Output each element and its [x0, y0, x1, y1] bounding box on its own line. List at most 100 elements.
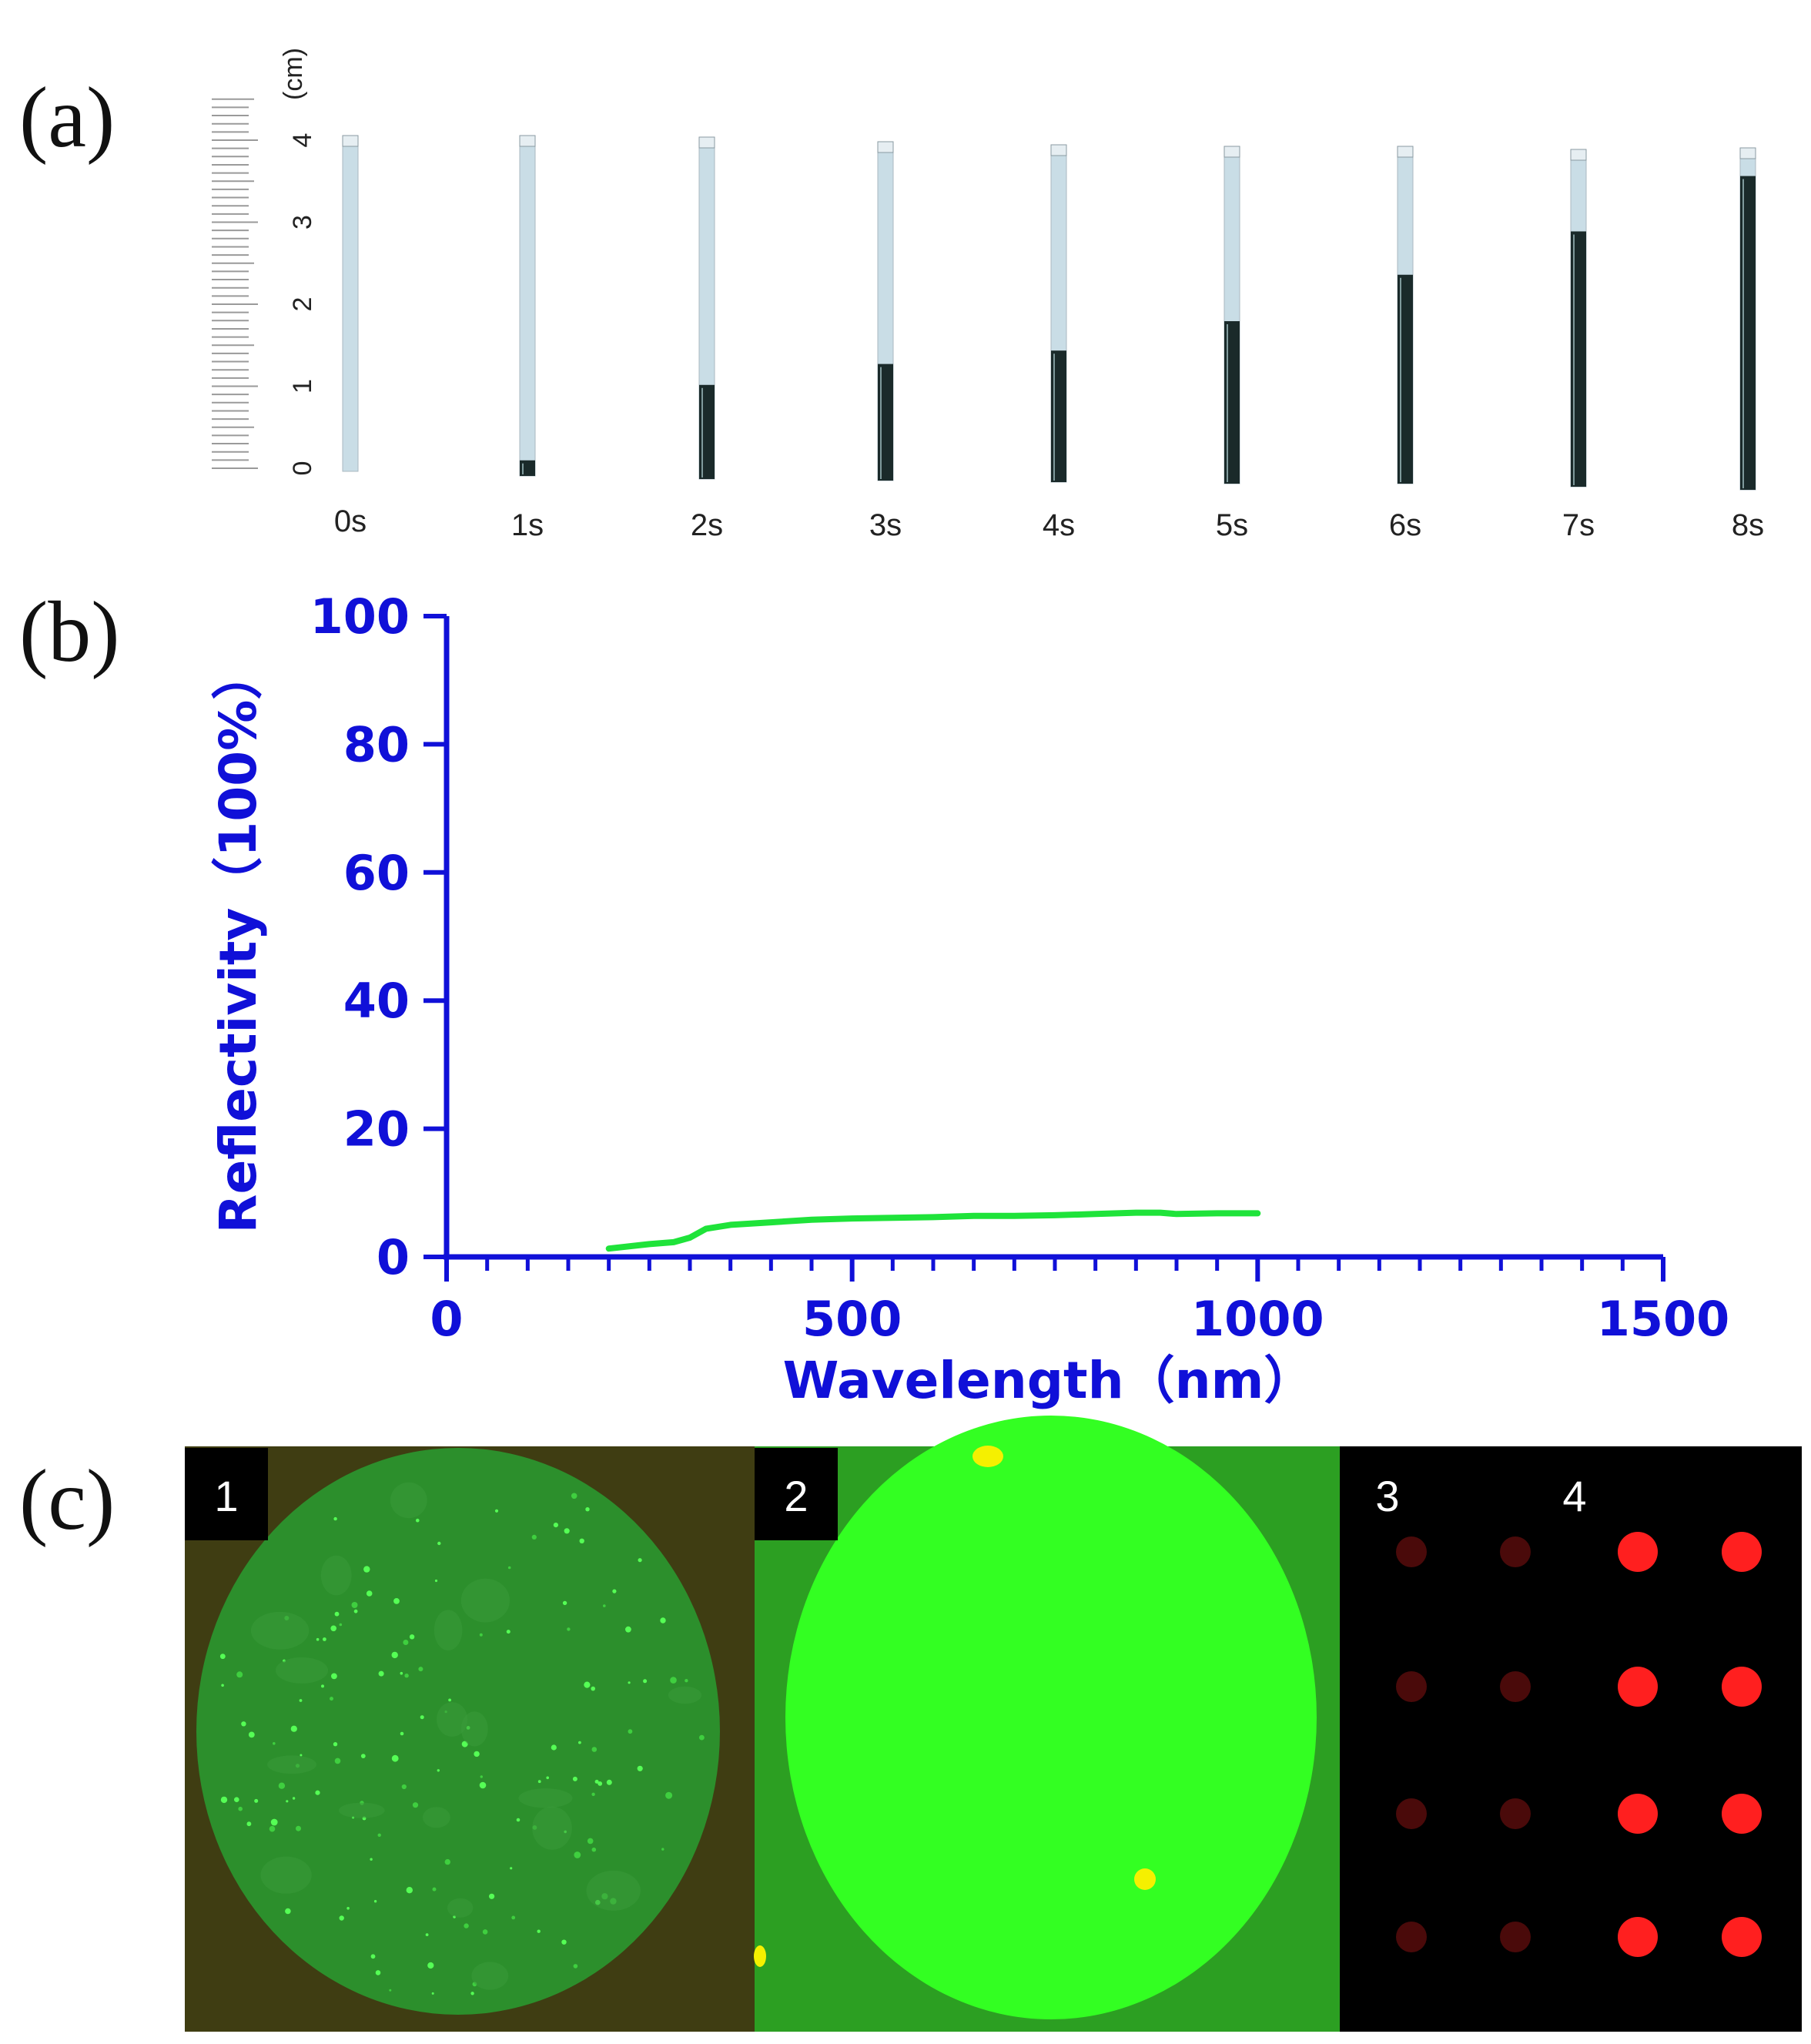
particle	[246, 1821, 252, 1827]
reflectivity-line	[605, 1209, 1261, 1252]
particle	[391, 1754, 399, 1762]
particle	[434, 1579, 438, 1583]
particle-cluster	[267, 1755, 316, 1774]
particle	[553, 1523, 559, 1528]
particle	[474, 1751, 480, 1758]
particle-cluster	[434, 1610, 463, 1650]
panel-c-label: (c)	[19, 1453, 115, 1548]
particle	[238, 1806, 243, 1811]
y-tick-label: 0	[377, 1229, 410, 1285]
panel-a-label: (a)	[19, 70, 115, 166]
particle	[331, 1673, 337, 1680]
particle	[448, 1698, 451, 1702]
particle	[506, 1630, 510, 1634]
dim-spot	[1500, 1536, 1531, 1567]
particle	[437, 1769, 440, 1772]
particle	[561, 1939, 567, 1945]
particle	[221, 1684, 224, 1687]
particle	[660, 1617, 666, 1623]
particle	[334, 1758, 341, 1764]
particle-cluster	[390, 1482, 427, 1519]
particle	[236, 1671, 243, 1678]
particle	[470, 1992, 474, 1995]
x-tick-label: 1000	[1191, 1291, 1324, 1347]
particle	[219, 1654, 226, 1660]
particle-cluster	[471, 1962, 509, 1990]
tube-cap	[877, 141, 894, 153]
tube-cap	[698, 136, 715, 149]
time-label: 0s	[334, 504, 367, 538]
particle	[537, 1929, 541, 1933]
dim-spot	[1500, 1922, 1531, 1952]
particle	[270, 1818, 278, 1826]
time-labels: 0s 1s 2s 3s 4s 5s 6s 7s 8s	[334, 504, 1764, 542]
particle	[339, 1915, 344, 1921]
particle-cluster	[320, 1555, 352, 1596]
particle	[591, 1847, 597, 1852]
x-axis-title: Wavelength（nm）	[783, 1351, 1315, 1410]
particle	[391, 1651, 398, 1659]
particle	[591, 1747, 598, 1752]
particle	[578, 1741, 581, 1744]
particle	[482, 1929, 488, 1935]
particle	[489, 1893, 495, 1899]
particle	[363, 1566, 370, 1573]
particle	[638, 1558, 642, 1563]
tubes	[342, 135, 1756, 491]
x-tick-label: 500	[802, 1291, 902, 1347]
particle	[431, 1992, 434, 1995]
particle	[567, 1627, 571, 1631]
particle	[625, 1626, 631, 1633]
particle-cluster	[447, 1898, 474, 1918]
particle-cluster	[260, 1856, 312, 1894]
inset-2-number-box	[755, 1448, 838, 1540]
inset-1-number-box	[185, 1448, 268, 1540]
particle	[661, 1848, 664, 1851]
particle	[699, 1734, 705, 1741]
ruler-unit-label: (cm)	[279, 48, 308, 100]
time-label: 3s	[869, 508, 902, 542]
dim-spot	[1396, 1671, 1427, 1702]
particle	[412, 1802, 419, 1808]
particle	[360, 1754, 366, 1759]
particle	[269, 1825, 276, 1832]
inset-1-number: 1	[214, 1472, 238, 1520]
particle	[571, 1493, 577, 1499]
particle	[551, 1744, 557, 1751]
inset-2-yellow-spot	[754, 1945, 766, 1967]
ruler	[212, 98, 258, 469]
particle	[574, 1851, 581, 1858]
particle	[603, 1604, 606, 1607]
particle-cluster	[518, 1788, 573, 1808]
particle	[377, 1833, 381, 1837]
particle	[444, 1858, 450, 1865]
y-tick-label: 100	[310, 588, 410, 645]
tube-cap	[1224, 146, 1240, 158]
dim-spot	[1500, 1671, 1531, 1702]
time-label: 5s	[1216, 508, 1248, 542]
particle	[404, 1674, 409, 1678]
particle	[273, 1742, 276, 1745]
particle	[587, 1838, 594, 1845]
particle	[285, 1908, 291, 1915]
time-label: 2s	[691, 508, 723, 542]
panel-b-label: (b)	[19, 585, 120, 680]
particle	[401, 1784, 407, 1790]
particle	[427, 1962, 434, 1969]
dim-spot	[1396, 1536, 1427, 1567]
particle	[494, 1509, 499, 1513]
particle	[479, 1633, 483, 1637]
particle	[579, 1538, 584, 1544]
particle	[248, 1731, 255, 1738]
panel-a: (a) (cm) 0 1 2 3 4 0s 1s 2s 3s 4s 5s 6s 7s 8s	[19, 48, 1764, 542]
particle	[330, 1697, 333, 1701]
inset-1-particles	[219, 1482, 705, 1995]
particle	[425, 1933, 429, 1937]
particle	[628, 1681, 631, 1684]
particle	[416, 1518, 420, 1523]
particle-cluster	[460, 1578, 510, 1623]
particle-cluster	[532, 1806, 572, 1850]
particle	[333, 1742, 338, 1747]
particle-cluster	[586, 1870, 641, 1911]
